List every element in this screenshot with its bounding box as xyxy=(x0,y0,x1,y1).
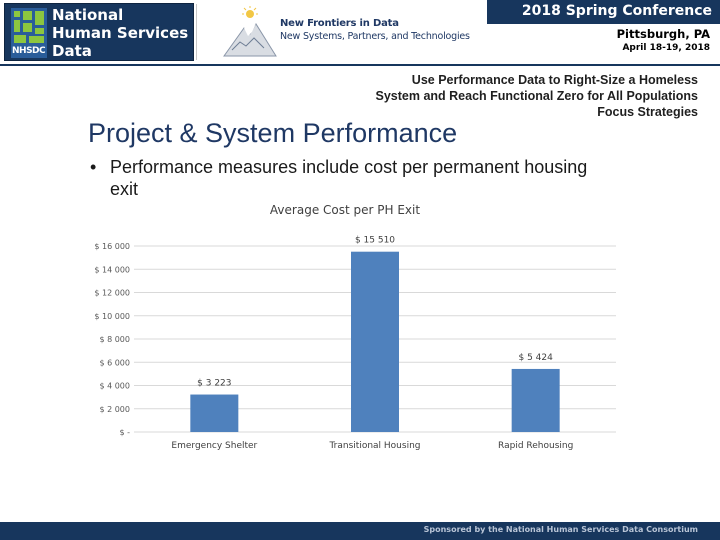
logo-line-2: Human Services xyxy=(52,24,189,42)
header-divider xyxy=(196,4,197,60)
x-tick-label: Emergency Shelter xyxy=(171,441,257,451)
bar-chart-svg: Average Cost per PH Exit $ - $ 2 000 $ 4 00… xyxy=(94,203,616,451)
subtitle-line-2: System and Reach Functional Zero for All… xyxy=(375,89,699,103)
bar xyxy=(351,251,399,432)
footer-bar: Sponsored by the National Human Services… xyxy=(0,522,720,540)
data-label: $ 15 510 xyxy=(355,236,395,246)
bullet-text: Performance measures include cost per pe… xyxy=(110,157,588,199)
tagline-title: New Frontiers in Data xyxy=(280,18,399,29)
logo-grid-icon: NHSDC xyxy=(11,8,47,58)
bar xyxy=(190,394,239,432)
nhsdc-logo: NHSDC National Human Services Data Conso… xyxy=(4,3,194,78)
subtitle-line-1: Use Performance Data to Right-Size a Hom… xyxy=(411,73,698,87)
chart-title: Average Cost per PH Exit xyxy=(270,203,420,217)
x-tick-label: Rapid Rehousing xyxy=(498,441,573,451)
logo-line-3: Data Consortium xyxy=(52,42,150,78)
logo-wordmark: National Human Services Data Consortium xyxy=(52,6,193,78)
y-tick-label: $ 12 000 xyxy=(94,289,130,298)
mountain-icon xyxy=(223,6,277,57)
data-label: $ 3 223 xyxy=(197,379,231,389)
y-tick-label: $ 14 000 xyxy=(94,265,130,274)
slide-title: Project & System Performance xyxy=(88,118,458,148)
presentation-subtitle: Use Performance Data to Right-Size a Hom… xyxy=(278,72,699,120)
header-banner: NHSDC National Human Services Data Conso… xyxy=(0,0,720,78)
subtitle-line-3: Focus Strategies xyxy=(597,105,698,119)
bar-chart: Average Cost per PH Exit $ - $ 2 000 $ 4 00… xyxy=(86,198,626,460)
y-tick-label: $ 6 000 xyxy=(99,358,130,367)
conference-title: 2018 Spring Conference xyxy=(521,3,712,19)
y-tick-label: $ 10 000 xyxy=(94,312,130,321)
y-tick-label: $ 4 000 xyxy=(99,382,130,391)
y-tick-label: $ 8 000 xyxy=(99,335,130,344)
tagline-subtitle: New Systems, Partners, and Technologies xyxy=(280,31,470,42)
y-tick-label: $ 16 000 xyxy=(94,242,130,251)
y-tick-label: $ 2 000 xyxy=(99,405,130,414)
conference-bar: 2018 Spring Conference xyxy=(487,0,720,24)
x-tick-label: Transitional Housing xyxy=(329,441,421,451)
data-label: $ 5 424 xyxy=(518,353,553,363)
conference-dates: April 18-19, 2018 xyxy=(622,43,710,53)
bullet-item: • Performance measures include cost per … xyxy=(90,156,590,200)
y-tick-label: $ - xyxy=(119,428,130,437)
header-rule xyxy=(0,64,720,66)
footer-sponsor-text: Sponsored by the National Human Services… xyxy=(423,525,698,534)
conference-city: Pittsburgh, PA xyxy=(616,27,710,41)
bar xyxy=(511,368,560,432)
logo-line-1: National xyxy=(52,6,124,24)
bullet-symbol: • xyxy=(90,157,97,177)
logo-abbr: NHSDC xyxy=(12,46,46,56)
